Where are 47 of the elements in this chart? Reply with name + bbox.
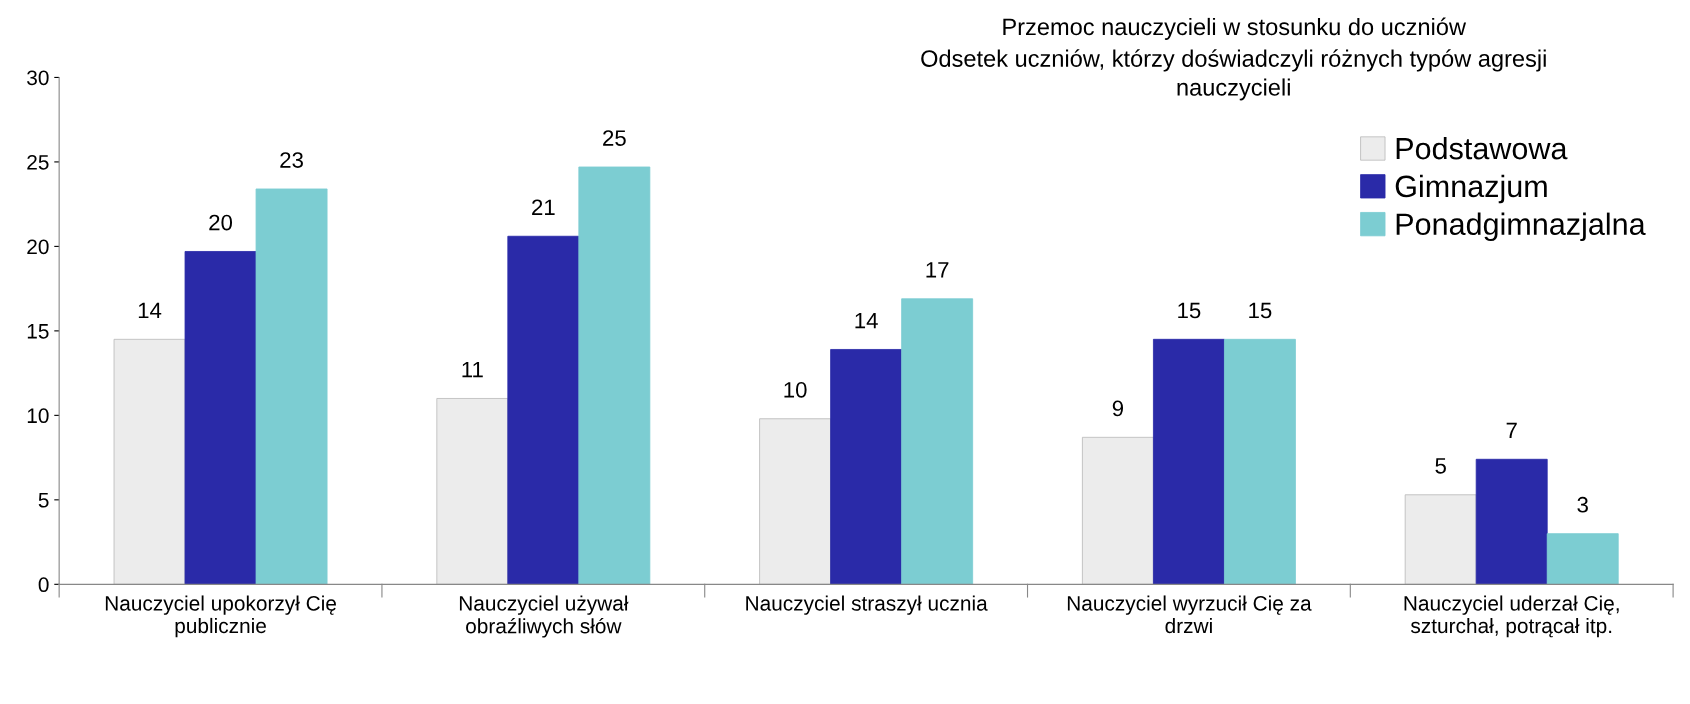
data-label: 14	[855, 312, 878, 329]
bar	[436, 398, 509, 585]
y-tick-label: 5	[38, 493, 49, 508]
bar	[1546, 533, 1619, 585]
data-label: 20	[209, 214, 233, 231]
data-label: 15	[1178, 302, 1201, 319]
data-label: 9	[1112, 400, 1124, 417]
y-tick-label: 15	[27, 324, 49, 339]
x-tick-label: Nauczyciel uderzał Cię, szturchał, potrącał itp.	[1404, 595, 1619, 638]
data-label: 7	[1506, 422, 1517, 439]
data-label: 10	[784, 381, 807, 398]
bar	[507, 235, 580, 585]
bar	[1404, 494, 1477, 585]
bar	[830, 349, 903, 585]
bar	[255, 188, 328, 585]
legend-label: Ponadgimnazjalna	[1396, 212, 1646, 242]
data-label: 17	[926, 262, 949, 278]
bar	[901, 298, 974, 585]
bar	[759, 418, 832, 585]
y-tick-label: 10	[27, 408, 49, 424]
bar	[1224, 338, 1296, 585]
x-tick-label: Nauczyciel straszył ucznia	[746, 595, 988, 615]
bar	[113, 338, 186, 585]
y-tick-label: 25	[27, 154, 49, 170]
y-tick-label: 20	[27, 239, 49, 255]
legend-label: Gimnazjum	[1395, 174, 1547, 204]
data-label: 23	[280, 152, 303, 168]
data-label: 21	[532, 199, 555, 215]
bar	[1081, 436, 1154, 585]
data-label: 5	[1435, 458, 1446, 474]
x-tick-label: Nauczyciel używał obraźliwych słów	[459, 595, 629, 638]
y-tick-label: 0	[38, 577, 49, 593]
data-label: 14	[138, 302, 162, 319]
x-tick-label: Nauczyciel wyrzucił Cię za drzwi	[1067, 595, 1312, 634]
chart-title: Przemoc nauczycieli w stosunku do uczniów	[1003, 17, 1467, 40]
chart-subtitle: Odsetek uczniów, którzy doświadczyli różnych typów agresji nauczycieli	[921, 49, 1546, 101]
legend-label: Podstawowa	[1396, 136, 1568, 160]
data-label: 15	[1249, 302, 1272, 319]
bar	[578, 166, 651, 585]
x-tick-label: Nauczyciel upokorzył Cię publicznie	[105, 595, 336, 638]
bar	[184, 251, 257, 585]
data-label: 25	[603, 130, 626, 146]
data-label: 11	[462, 361, 483, 378]
y-tick-label: 30	[27, 70, 49, 86]
bar	[1152, 338, 1225, 585]
data-label: 3	[1577, 496, 1588, 513]
bar	[1475, 458, 1548, 585]
